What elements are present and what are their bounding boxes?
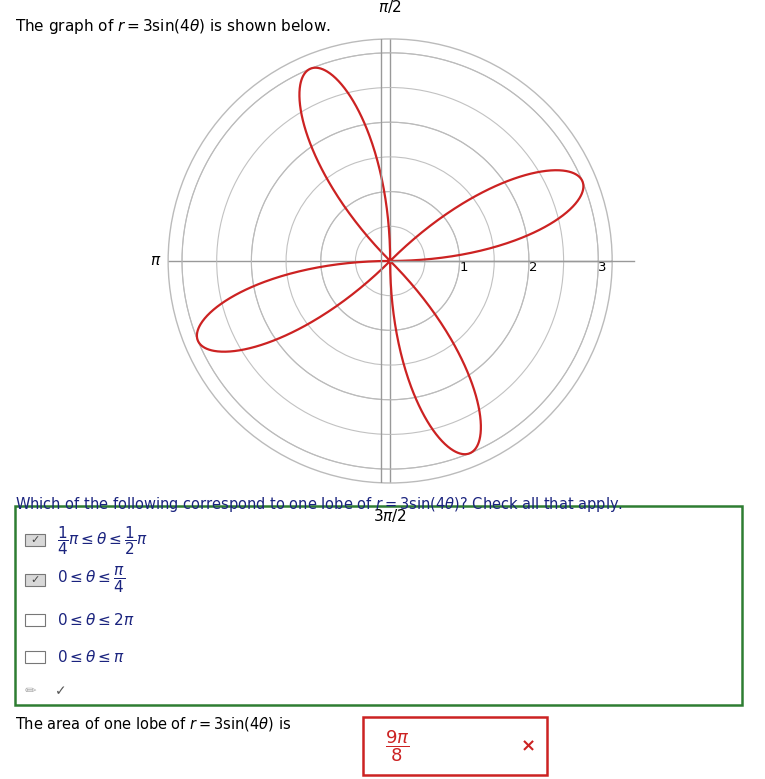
Text: $0 \leq \theta \leq 2\pi$: $0 \leq \theta \leq 2\pi$: [57, 612, 135, 628]
Text: ×: ×: [521, 737, 536, 755]
Text: ✏: ✏: [24, 684, 37, 698]
Text: $\pi/2$: $\pi/2$: [378, 0, 402, 15]
Text: The graph of $r = 3\sin(4\theta)$ is shown below.: The graph of $r = 3\sin(4\theta)$ is sho…: [15, 17, 331, 36]
Text: The area of one lobe of $r = 3\sin(4\theta)$ is: The area of one lobe of $r = 3\sin(4\the…: [15, 715, 291, 733]
Bar: [24, 534, 45, 546]
Text: $3\pi/2$: $3\pi/2$: [373, 507, 407, 524]
Text: $\dfrac{9\pi}{8}$: $\dfrac{9\pi}{8}$: [386, 728, 410, 763]
Text: $0 \leq \theta \leq \dfrac{\pi}{4}$: $0 \leq \theta \leq \dfrac{\pi}{4}$: [57, 565, 125, 594]
Text: 1: 1: [460, 261, 468, 274]
Text: $\pi$: $\pi$: [150, 253, 161, 269]
Bar: [24, 651, 45, 663]
Text: 3: 3: [598, 261, 607, 274]
Text: 2: 2: [529, 261, 537, 274]
Bar: [24, 574, 45, 586]
Text: ✓: ✓: [55, 684, 67, 698]
Text: ✓: ✓: [31, 535, 40, 545]
Text: $0 \leq \theta \leq \pi$: $0 \leq \theta \leq \pi$: [57, 650, 125, 665]
Text: $\dfrac{1}{4}\pi \leq \theta \leq \dfrac{1}{2}\pi$: $\dfrac{1}{4}\pi \leq \theta \leq \dfrac…: [57, 523, 148, 556]
Bar: [24, 614, 45, 626]
Text: Which of the following correspond to one lobe of $r = 3\sin(4\theta)$? Check all: Which of the following correspond to one…: [15, 495, 623, 513]
Text: ✓: ✓: [31, 575, 40, 585]
